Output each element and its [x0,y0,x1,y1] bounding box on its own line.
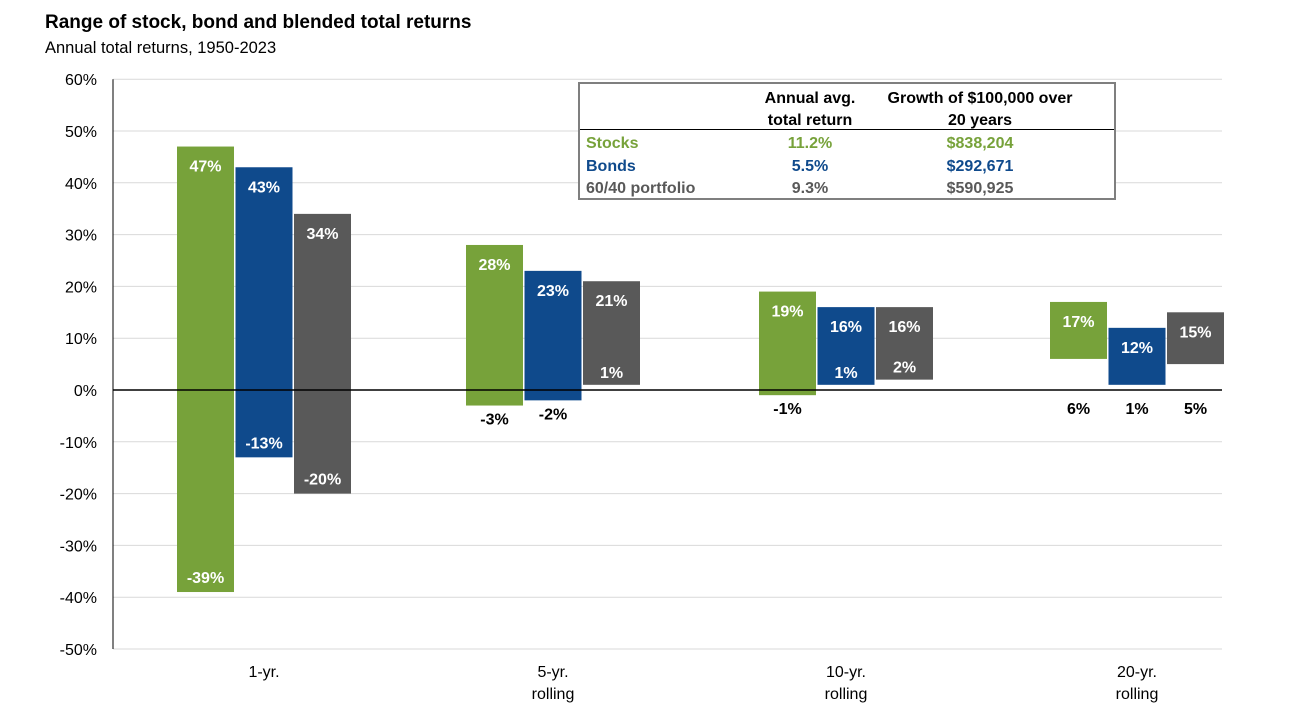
range-bar [466,244,523,406]
row-bonds-avg: 5.5% [791,158,829,175]
data-label-max: 23% [537,283,569,300]
x-tick-label: 20-yr. [1117,664,1157,681]
data-label-min: -1% [773,401,801,418]
range-bar [759,291,816,396]
row-bonds-label: Bonds [586,158,636,175]
row-portfolio-label: 60/40 portfolio [586,180,696,197]
x-tick-label: rolling [1116,686,1159,703]
y-tick-label: -30% [60,538,97,555]
data-label-max: 21% [595,293,627,310]
range-bar [1050,301,1107,359]
chart-title: Range of stock, bond and blended total r… [45,12,472,33]
data-label-max: 15% [1179,324,1211,341]
data-label-max: 43% [248,179,280,196]
x-tick-label: 10-yr. [826,664,866,681]
y-tick-label: -10% [60,435,97,452]
data-label-max: 47% [189,159,221,176]
range-bar [1167,312,1224,365]
chart-subtitle: Annual total returns, 1950-2023 [45,39,277,57]
data-label-min: 5% [1184,401,1207,418]
row-stocks-avg: 11.2% [787,135,833,152]
x-tick-label: 5-yr. [537,664,568,681]
y-tick-label: 30% [65,228,97,245]
data-label-min: 6% [1067,401,1090,418]
data-label-min: -20% [304,472,341,489]
data-label-min: -39% [187,570,224,587]
range-bar [524,270,582,401]
data-label-min: 1% [834,365,857,382]
summary-header-avg: Annual avg. total return [710,88,910,132]
y-tick-label: 20% [65,279,97,296]
x-tick-label: 1-yr. [248,664,279,681]
row-portfolio-avg: 9.3% [791,180,829,197]
row-bonds-growth: $292,671 [946,158,1014,175]
range-bar [1108,327,1166,385]
summary-header-growth-text: Growth of $100,000 over 20 years [860,88,1100,132]
y-tick-label: -40% [60,590,97,607]
data-label-max: 17% [1062,314,1094,331]
summary-header-line: Growth of $100,000 over [887,90,1073,107]
data-label-max: 16% [888,319,920,336]
y-tick-label: 60% [65,72,97,89]
data-label-min: -2% [539,406,567,423]
range-bar [294,213,351,494]
data-label-min: 1% [600,365,623,382]
data-label-max: 16% [830,319,862,336]
y-tick-label: 10% [65,331,97,348]
range-bar [235,167,293,458]
data-label-min: -3% [480,412,508,429]
y-tick-label: 40% [65,176,97,193]
range-bar [817,307,875,385]
y-tick-label: 50% [65,124,97,141]
row-portfolio-growth: $590,925 [946,180,1014,197]
summary-header-avg-text: Annual avg. total return [710,88,910,132]
summary-header-rule [580,129,1114,130]
data-label-min: -13% [245,435,282,452]
summary-header-growth: Growth of $100,000 over 20 years [860,88,1100,132]
data-label-max: 28% [478,257,510,274]
data-label-max: 34% [306,226,338,243]
x-tick-label: rolling [825,686,868,703]
range-bar [876,307,933,380]
range-bar [583,281,640,385]
y-tick-label: 0% [74,383,97,400]
data-label-min: 2% [893,360,916,377]
row-stocks-label: Stocks [586,135,639,152]
summary-header-line: Annual avg. [764,90,856,107]
x-tick-label: rolling [532,686,575,703]
row-stocks-growth: $838,204 [946,135,1014,152]
range-bar [177,146,234,593]
y-tick-label: -50% [60,642,97,659]
data-label-min: 1% [1125,401,1148,418]
data-label-max: 12% [1121,340,1153,357]
summary-header-line: 20 years [947,112,1013,129]
y-tick-label: -20% [60,487,97,504]
summary-header-line: total return [767,112,853,129]
summary-table: Annual avg. total return Growth of $100,0… [578,82,1116,200]
data-label-max: 19% [771,304,803,321]
